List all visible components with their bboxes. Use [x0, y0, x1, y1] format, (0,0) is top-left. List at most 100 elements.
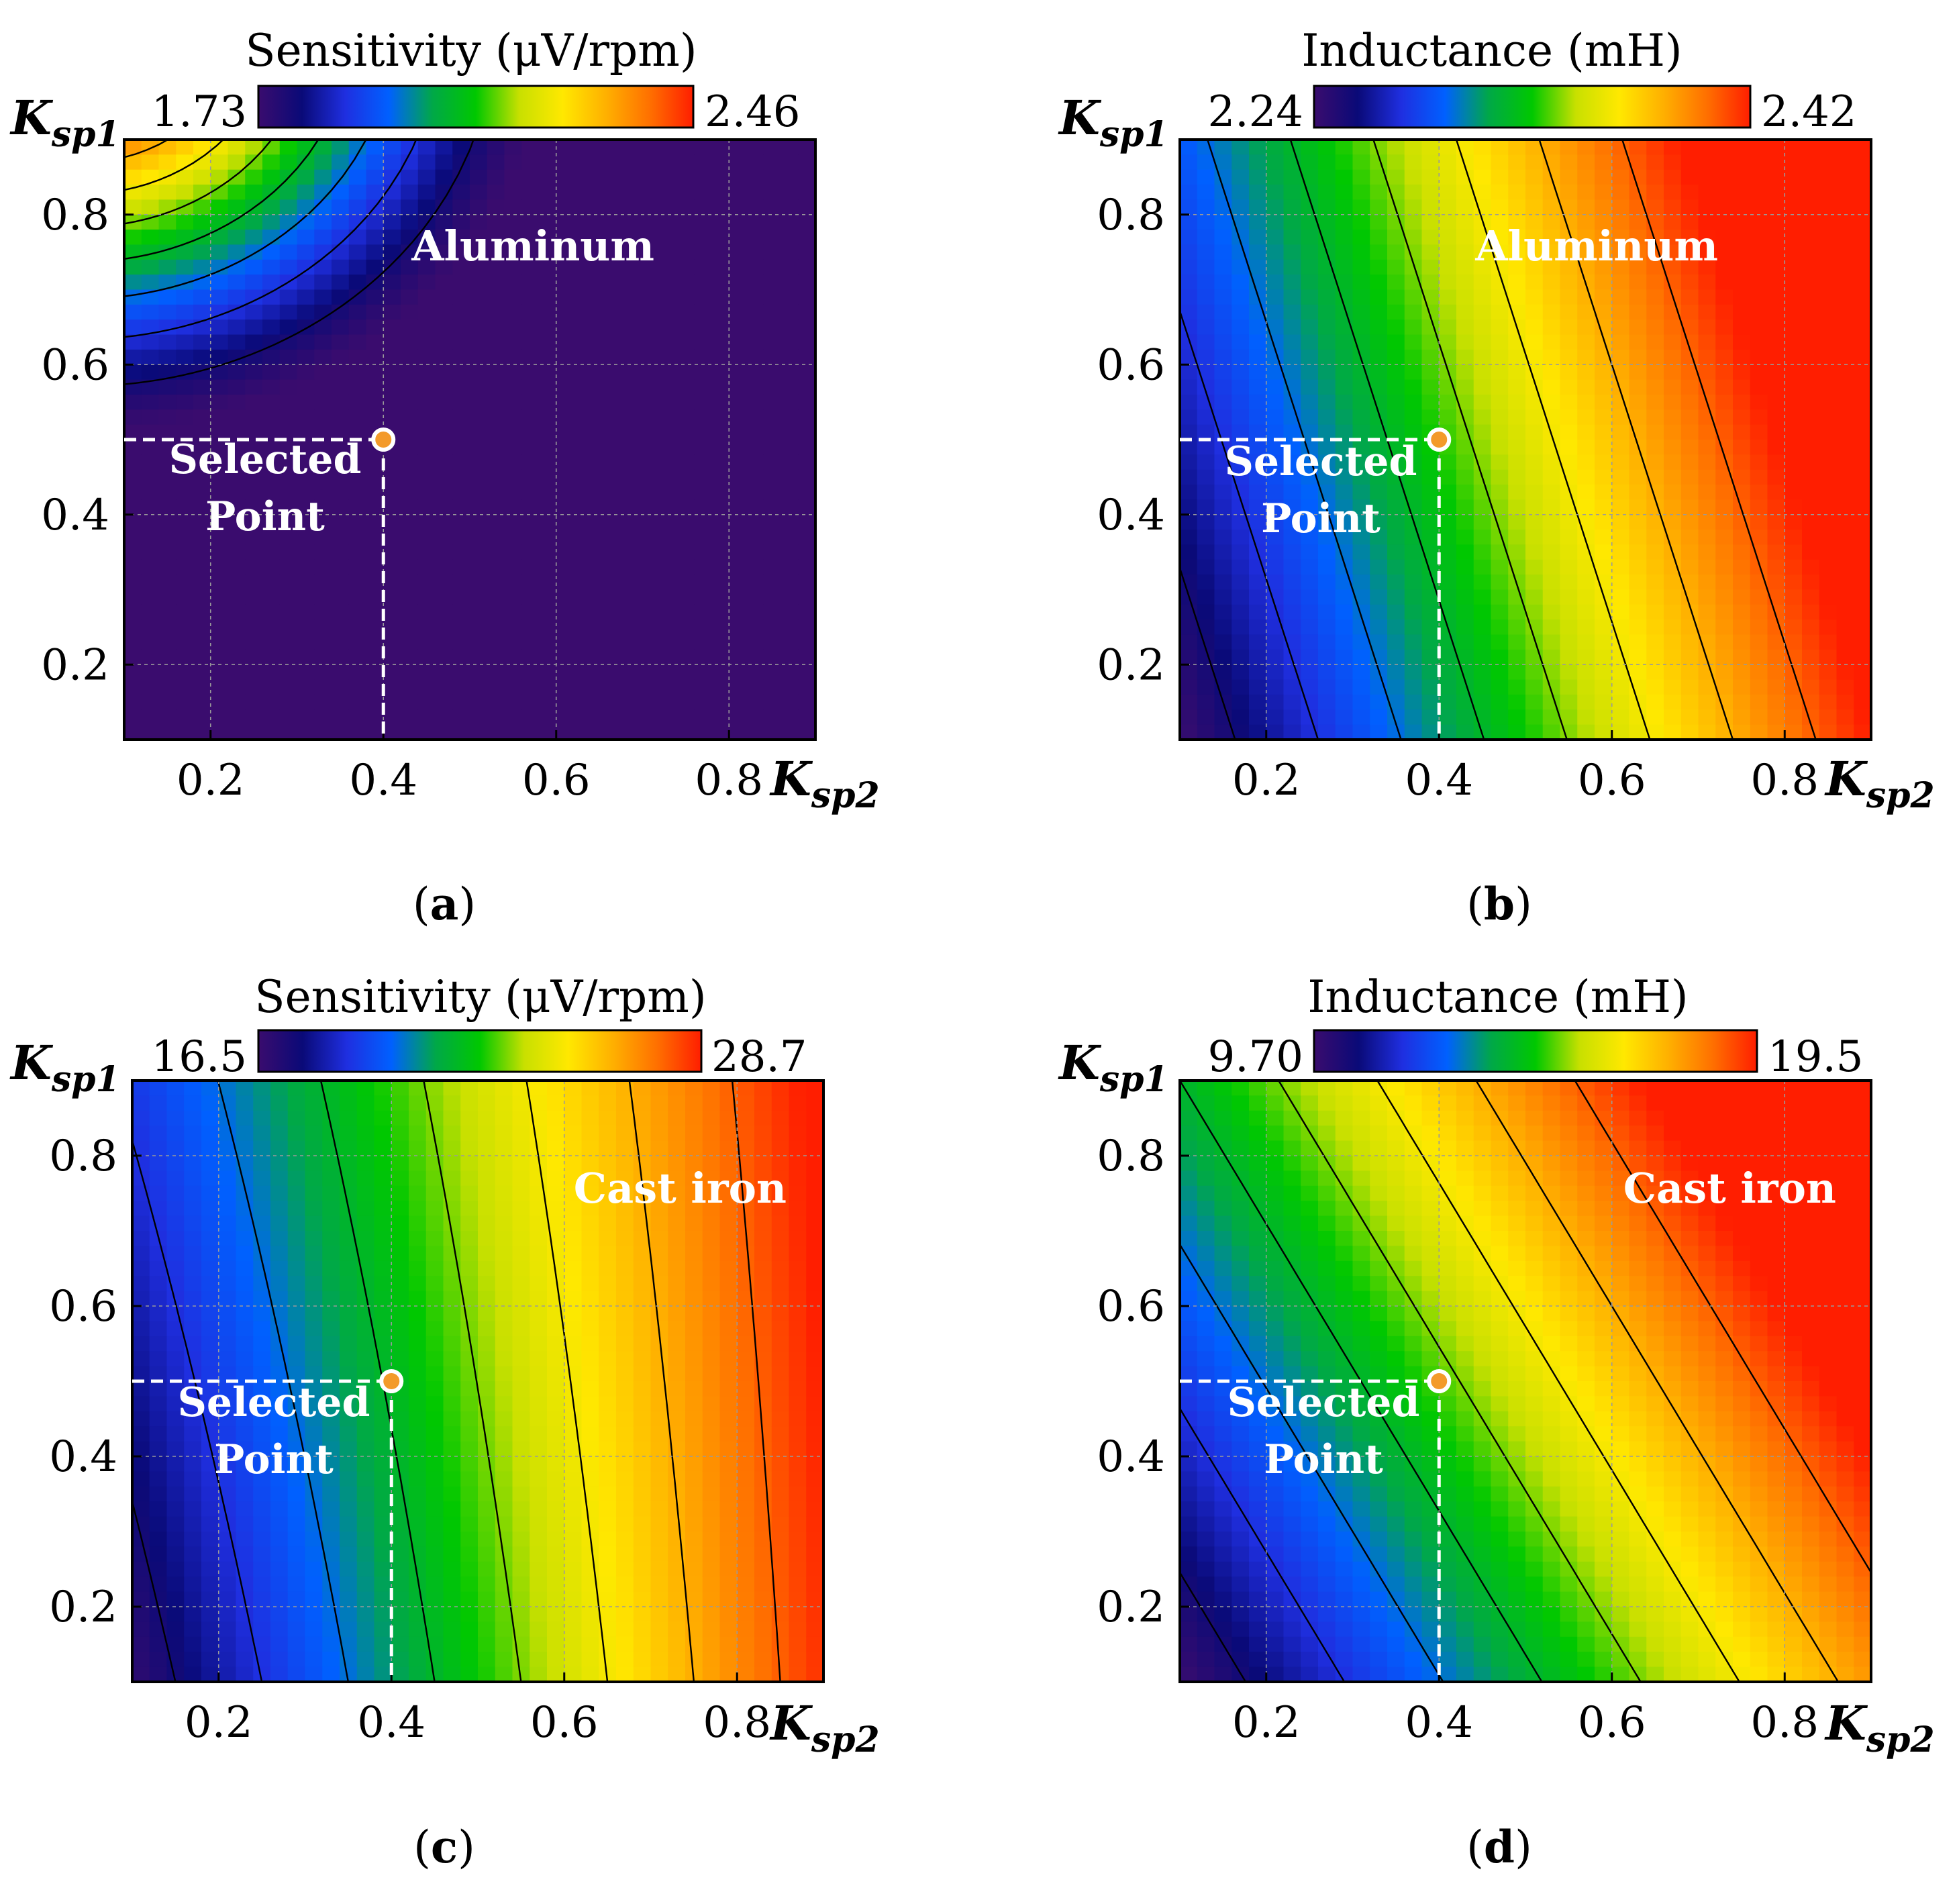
- heatmap-cell: [1750, 394, 1768, 411]
- heatmap-cell: [1352, 199, 1371, 215]
- heatmap-cell: [1819, 244, 1838, 260]
- heatmap-cell: [1439, 379, 1457, 395]
- heatmap-cell: [539, 230, 557, 246]
- heatmap-cell: [460, 1411, 479, 1427]
- heatmap-cell: [417, 604, 436, 620]
- heatmap-cell: [599, 1260, 617, 1276]
- heatmap-cell: [245, 574, 263, 591]
- heatmap-cell: [262, 244, 281, 260]
- heatmap-cell: [608, 334, 626, 350]
- heatmap-cell: [650, 1561, 669, 1577]
- heatmap-cell: [547, 1321, 565, 1337]
- heatmap-cell: [1421, 409, 1440, 425]
- heatmap-cell: [616, 1260, 634, 1276]
- heatmap-cell: [512, 1246, 531, 1262]
- heatmap-cell: [279, 709, 298, 725]
- heatmap-cell: [245, 709, 263, 725]
- heatmap-cell: [1715, 589, 1734, 605]
- heatmap-cell: [279, 214, 298, 230]
- heatmap-cell: [746, 394, 764, 411]
- heatmap-cell: [591, 304, 609, 320]
- heatmap-cell: [1301, 409, 1319, 425]
- heatmap-cell: [1352, 454, 1371, 470]
- heatmap-cell: [1525, 544, 1544, 560]
- heatmap-cell: [270, 1081, 289, 1097]
- heatmap-cell: [556, 409, 574, 425]
- heatmap-cell: [270, 1125, 289, 1142]
- heatmap-cell: [1214, 364, 1233, 381]
- heatmap-cell: [729, 679, 747, 695]
- heatmap-cell: [253, 1260, 271, 1276]
- x-axis-label: Ksp2: [1824, 751, 1935, 816]
- heatmap-cell: [132, 1140, 150, 1156]
- heatmap-cell: [425, 1576, 444, 1593]
- heatmap-cell: [539, 604, 557, 620]
- heatmap-cell: [1387, 274, 1405, 291]
- heatmap-cell: [1508, 140, 1526, 156]
- heatmap-cell: [1301, 514, 1319, 530]
- heatmap-cell: [798, 334, 816, 350]
- heatmap-cell: [270, 1185, 289, 1201]
- heatmap-cell: [322, 1201, 340, 1217]
- colorbar: [1313, 85, 1752, 129]
- heatmap-cell: [729, 424, 747, 440]
- heatmap-cell: [478, 1486, 496, 1502]
- heatmap-cell: [425, 1321, 444, 1337]
- heatmap-cell: [521, 649, 540, 666]
- heatmap-cell: [789, 1185, 807, 1201]
- heatmap-cell: [754, 1621, 772, 1638]
- heatmap-cell: [781, 334, 799, 350]
- heatmap-cell: [452, 589, 470, 605]
- heatmap-cell: [530, 1321, 548, 1337]
- heatmap-cell: [504, 154, 523, 170]
- heatmap-cell: [581, 1561, 600, 1577]
- heatmap-cell: [512, 1351, 531, 1367]
- heatmap-cell: [1266, 334, 1285, 350]
- heatmap-cell: [685, 1396, 703, 1412]
- heatmap-cell: [1680, 530, 1699, 546]
- heatmap-cell: [564, 1306, 583, 1322]
- heatmap-cell: [1473, 664, 1492, 681]
- heatmap-cell: [401, 289, 419, 305]
- heatmap-cell: [218, 1532, 237, 1548]
- heatmap-cell: [374, 1246, 393, 1262]
- heatmap-cell: [1283, 499, 1302, 515]
- heatmap-cell: [591, 679, 609, 695]
- heatmap-cell: [443, 1351, 462, 1367]
- heatmap-cell: [1525, 185, 1544, 201]
- material-label: Aluminum: [411, 221, 654, 270]
- heatmap-cell: [417, 469, 436, 485]
- heatmap-cell: [754, 1591, 772, 1607]
- heatmap-cell: [547, 1576, 565, 1593]
- heatmap-cell: [1352, 169, 1371, 185]
- heatmap-cell: [1508, 364, 1526, 381]
- heatmap-cell: [539, 649, 557, 666]
- heatmap-cell: [591, 214, 609, 230]
- heatmap-cell: [1646, 604, 1664, 620]
- heatmap-cell: [1387, 154, 1405, 170]
- heatmap-cell: [1197, 394, 1215, 411]
- heatmap-cell: [1456, 274, 1474, 291]
- heatmap-cell: [1854, 319, 1872, 336]
- heatmap-cell: [1715, 544, 1734, 560]
- heatmap-cell: [599, 1411, 617, 1427]
- heatmap-cell: [383, 259, 401, 275]
- heatmap-cell: [573, 559, 592, 575]
- heatmap-cell: [754, 1246, 772, 1262]
- heatmap-cell: [1733, 709, 1751, 725]
- heatmap-cell: [1180, 1321, 1198, 1337]
- heatmap-cell: [332, 634, 350, 650]
- heatmap-cell: [435, 379, 454, 395]
- heatmap-cell: [218, 1501, 237, 1517]
- heatmap-cell: [1542, 319, 1561, 336]
- heatmap-cell: [1301, 289, 1319, 305]
- heatmap-cell: [806, 1411, 824, 1427]
- heatmap-cell: [245, 619, 263, 636]
- heatmap-cell: [184, 1306, 202, 1322]
- heatmap-cell: [262, 259, 281, 275]
- heatmap-cell: [401, 634, 419, 650]
- heatmap-cell: [763, 649, 782, 666]
- heatmap-cell: [356, 1276, 375, 1292]
- heatmap-cell: [1456, 499, 1474, 515]
- heatmap-cell: [1560, 649, 1578, 666]
